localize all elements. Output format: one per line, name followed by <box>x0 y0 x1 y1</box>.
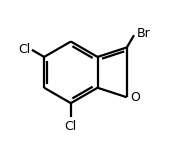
Text: O: O <box>130 91 140 104</box>
Text: Br: Br <box>137 27 150 40</box>
Text: Cl: Cl <box>18 43 31 56</box>
Text: Cl: Cl <box>64 120 76 133</box>
